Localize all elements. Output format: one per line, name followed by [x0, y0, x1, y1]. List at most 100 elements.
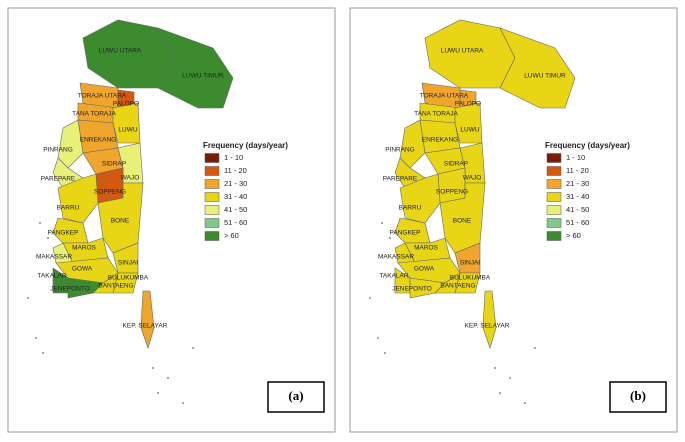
legend-swatch [204, 192, 220, 202]
region-label: TAKALAR [379, 273, 408, 280]
island [182, 402, 184, 404]
legend-swatch [204, 218, 220, 228]
island [192, 347, 194, 349]
legend-label: 1 - 10 [566, 153, 585, 162]
region-label: KEP. SELAYAR [123, 323, 168, 330]
legend-label: 41 - 50 [566, 205, 589, 214]
region-label: PALOPO [113, 101, 139, 108]
region-label: MAKASSAR [36, 254, 72, 261]
region-label: MAROS [72, 245, 97, 252]
island [152, 367, 154, 369]
region-label: PAREPARE [383, 176, 418, 183]
region-label: LUWU [460, 127, 479, 134]
island [377, 337, 379, 339]
region-label: MAKASSAR [378, 254, 414, 261]
legend-label: 31 - 40 [224, 192, 247, 201]
region [112, 102, 141, 144]
region [482, 290, 497, 349]
island [499, 392, 501, 394]
island [524, 402, 526, 404]
legend-swatch [546, 218, 562, 228]
legend-label: 51 - 60 [566, 218, 589, 227]
legend-swatch [204, 153, 220, 163]
region-label: ENREKANG [422, 137, 458, 144]
island [381, 222, 383, 224]
region-label: PALOPO [455, 101, 481, 108]
legend-swatch [546, 231, 562, 241]
legend-label: 21 - 30 [224, 179, 247, 188]
region-label: TANA TORAJA [414, 111, 458, 118]
region [454, 102, 483, 144]
legend-swatch [204, 179, 220, 189]
region [67, 277, 104, 299]
legend-label: 11 - 20 [566, 166, 589, 175]
region-label: TANA TORAJA [72, 111, 116, 118]
region-label: JENEPONTO [392, 286, 432, 293]
region-label: JENEPONTO [50, 286, 90, 293]
legend-title: Frequency (days/year) [545, 141, 630, 150]
legend-label: 51 - 60 [224, 218, 247, 227]
legend-label: 31 - 40 [566, 192, 589, 201]
region-label: BONE [111, 218, 130, 225]
region-label: PAREPARE [41, 176, 76, 183]
region [140, 290, 155, 349]
region-label: BANTAENG [440, 283, 475, 290]
region [437, 167, 466, 204]
region-label: PANGKEP [390, 230, 421, 237]
legend-swatch [204, 231, 220, 241]
island [369, 297, 371, 299]
region [97, 182, 144, 254]
region [409, 277, 446, 299]
island [42, 352, 44, 354]
region [439, 182, 486, 254]
legend-swatch [546, 153, 562, 163]
region-label: TORAJA UTARA [78, 93, 127, 100]
region-label: TAKALAR [37, 273, 66, 280]
panel-label-box [267, 381, 325, 413]
region-label: KEP. SELAYAR [465, 323, 510, 330]
region-label: WAJO [463, 175, 482, 182]
island [157, 392, 159, 394]
island [27, 297, 29, 299]
legend-label: > 60 [224, 231, 239, 240]
region-label: LUWU TIMUR [524, 73, 566, 80]
region-label: SIDRAP [444, 161, 468, 168]
panel-label: (a) [288, 388, 303, 403]
legend-label: 11 - 20 [224, 166, 247, 175]
region-label: LUWU UTARA [99, 48, 142, 55]
island [167, 377, 169, 379]
region-label: GOWA [72, 266, 93, 273]
region-label: MAROS [414, 245, 439, 252]
region-label: TORAJA UTARA [420, 93, 469, 100]
region-label: SOPPENG [436, 189, 468, 196]
region-label: BARRU [399, 205, 422, 212]
region-label: BANTAENG [98, 283, 133, 290]
island [389, 237, 391, 239]
legend-label: 21 - 30 [566, 179, 589, 188]
panel-label-box [609, 381, 667, 413]
legend-swatch [546, 179, 562, 189]
legend-swatch [546, 192, 562, 202]
island [534, 347, 536, 349]
legend-label: 41 - 50 [224, 205, 247, 214]
region-label: SOPPENG [94, 189, 126, 196]
region-label: BULUKUMBA [108, 275, 149, 282]
region-label: SINJAI [460, 260, 480, 267]
island [384, 352, 386, 354]
island [509, 377, 511, 379]
region-label: BONE [453, 218, 472, 225]
region-label: ENREKANG [80, 137, 116, 144]
region-label: GOWA [414, 266, 435, 273]
region-label: PINRANG [385, 147, 415, 154]
region-label: SIDRAP [102, 161, 126, 168]
region-label: SINJAI [118, 260, 138, 267]
region-label: BULUKUMBA [450, 275, 491, 282]
legend-label: 1 - 10 [224, 153, 243, 162]
legend-swatch [204, 166, 220, 176]
region-label: PANGKEP [48, 230, 79, 237]
island [494, 367, 496, 369]
